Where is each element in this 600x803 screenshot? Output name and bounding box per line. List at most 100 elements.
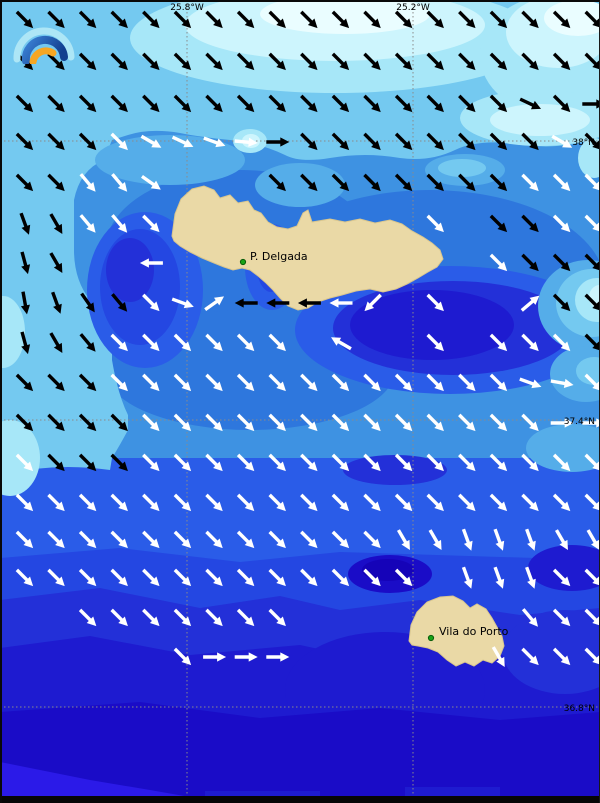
wind-arrow bbox=[173, 94, 192, 113]
wind-arrow bbox=[20, 251, 31, 275]
wind-arrow bbox=[525, 566, 536, 589]
wind-arrow bbox=[426, 293, 444, 312]
wind-arrow bbox=[554, 529, 568, 550]
wind-arrow bbox=[78, 132, 97, 151]
wind-arrow bbox=[236, 333, 255, 352]
wind-arrow bbox=[268, 608, 286, 627]
wind-arrow bbox=[236, 530, 255, 549]
wind-arrow bbox=[584, 568, 599, 586]
wind-arrow bbox=[110, 453, 128, 472]
wind-arrow bbox=[458, 10, 476, 29]
wind-arrow bbox=[331, 10, 350, 29]
wind-arrow bbox=[110, 333, 128, 352]
wind-arrow bbox=[521, 453, 539, 472]
wind-arrow bbox=[394, 173, 413, 192]
wind-arrow bbox=[551, 134, 573, 148]
wind-arrow bbox=[78, 608, 97, 627]
wind-arrow bbox=[20, 331, 31, 355]
wind-arrow bbox=[331, 453, 350, 472]
wind-arrow bbox=[236, 493, 255, 512]
wind-arrow bbox=[491, 646, 505, 667]
wind-arrow bbox=[489, 173, 508, 192]
wind-arrow bbox=[394, 493, 413, 512]
wind-arrow bbox=[363, 568, 381, 587]
wind-arrow bbox=[15, 568, 34, 587]
wind-arrow bbox=[110, 608, 128, 627]
wind-arrow bbox=[142, 413, 160, 432]
wind-arrow bbox=[331, 94, 350, 113]
wind-arrow bbox=[51, 291, 62, 314]
wind-arrow bbox=[15, 493, 34, 512]
wind-arrow bbox=[394, 52, 413, 71]
wind-arrow bbox=[268, 94, 286, 113]
wind-arrow bbox=[489, 214, 508, 233]
wind-arrow bbox=[110, 413, 128, 432]
wind-arrow bbox=[142, 493, 160, 512]
wind-arrow bbox=[458, 373, 476, 392]
island-sao-miguel bbox=[171, 185, 444, 311]
wind-arrow bbox=[521, 413, 539, 432]
wind-arrow bbox=[552, 568, 571, 587]
wind-arrow bbox=[15, 530, 34, 549]
wind-arrow bbox=[47, 94, 65, 113]
wind-arrow bbox=[521, 10, 539, 29]
wind-arrow bbox=[205, 608, 223, 627]
wind-arrow bbox=[331, 337, 352, 351]
wind-arrow bbox=[584, 333, 599, 351]
wind-arrow bbox=[428, 529, 442, 550]
wind-arrow bbox=[205, 413, 223, 432]
wind-arrow bbox=[521, 608, 538, 627]
wind-arrow bbox=[47, 10, 65, 29]
wind-arrow bbox=[426, 333, 444, 352]
wind-arrow bbox=[458, 52, 476, 71]
wind-arrow bbox=[489, 413, 508, 432]
wind-arrow bbox=[426, 173, 444, 192]
wind-arrow bbox=[140, 134, 162, 148]
wind-arrow bbox=[489, 333, 508, 352]
wind-arrow bbox=[205, 530, 223, 549]
wind-arrow bbox=[489, 453, 508, 472]
wind-arrow bbox=[331, 493, 350, 512]
wind-arrow bbox=[426, 52, 444, 71]
wind-arrow bbox=[300, 52, 318, 71]
wind-arrow bbox=[552, 173, 571, 192]
wind-arrow bbox=[171, 135, 194, 148]
wind-arrow bbox=[205, 52, 223, 71]
wind-arrow bbox=[426, 493, 444, 512]
wind-arrow bbox=[300, 530, 318, 549]
wind-arrow bbox=[205, 453, 223, 472]
wind-arrow bbox=[110, 52, 128, 71]
wind-arrow bbox=[300, 173, 318, 192]
wind-arrow bbox=[47, 52, 65, 71]
logo-arc-middle bbox=[21, 35, 68, 65]
wind-arrow bbox=[489, 373, 508, 392]
wind-arrow bbox=[268, 568, 286, 587]
wind-arrow bbox=[173, 568, 192, 587]
wind-arrow bbox=[394, 94, 413, 113]
wind-arrow bbox=[426, 214, 444, 233]
wind-arrow bbox=[363, 10, 381, 29]
wind-arrow bbox=[582, 99, 599, 109]
wind-arrow bbox=[110, 373, 128, 392]
wind-arrow bbox=[79, 173, 96, 192]
wind-arrow bbox=[142, 530, 160, 549]
wind-arrow bbox=[266, 137, 290, 147]
wind-arrow bbox=[142, 608, 160, 627]
wind-arrow bbox=[300, 10, 318, 29]
wind-arrow bbox=[493, 566, 505, 589]
wind-arrow bbox=[525, 528, 536, 551]
wind-arrow bbox=[266, 652, 290, 662]
wind-arrow bbox=[173, 413, 192, 432]
wind-arrow bbox=[79, 333, 96, 352]
wind-arrow bbox=[78, 52, 97, 71]
wind-arrow bbox=[47, 493, 65, 512]
wind-arrow bbox=[331, 132, 350, 151]
wind-arrow bbox=[552, 52, 571, 71]
wind-arrow bbox=[268, 413, 286, 432]
wind-arrow bbox=[173, 373, 192, 392]
wind-arrow bbox=[552, 608, 571, 627]
wind-arrow bbox=[584, 608, 599, 626]
wind-arrow bbox=[493, 528, 505, 551]
wind-arrow bbox=[15, 10, 34, 29]
wind-arrow bbox=[268, 333, 286, 352]
